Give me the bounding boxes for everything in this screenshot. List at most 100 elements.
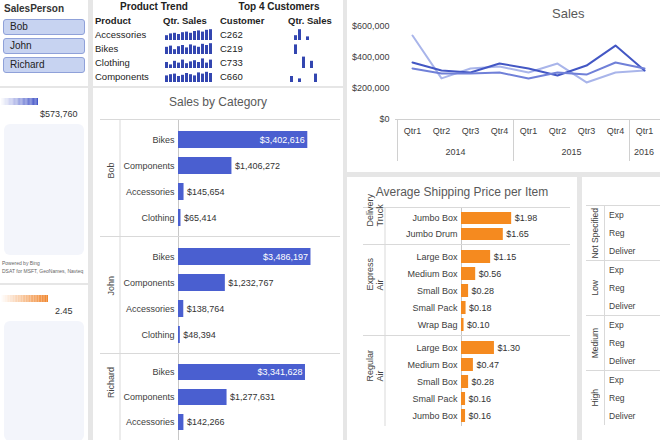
svg-text:$1.98: $1.98 [515, 213, 538, 223]
html-text:Average Shipping Price per Ite: Average Shipping Price per Item [375, 185, 549, 199]
svg-text:RegularAir: RegularAir [365, 350, 385, 382]
svg-text:Medium Box: Medium Box [407, 360, 458, 370]
html-text:C219: C219 [220, 42, 243, 54]
svg-text:Medium Box: Medium Box [407, 269, 458, 279]
html-text:Customer: Customer [220, 14, 265, 26]
svg-text:$0.10: $0.10 [467, 320, 490, 330]
svg-text:Richard: Richard [106, 367, 116, 398]
html-text:Exp: Exp [609, 210, 624, 220]
svg-text:Qtr2: Qtr2 [549, 126, 567, 136]
svg-text:Qtr4: Qtr4 [491, 126, 509, 136]
html-text:Richard: Richard [10, 59, 45, 70]
svg-text:Qtr2: Qtr2 [433, 126, 451, 136]
svg-text:Qtr1: Qtr1 [520, 126, 538, 136]
html-text:Reg: Reg [609, 228, 625, 238]
svg-text:Clothing: Clothing [141, 330, 174, 340]
svg-text:$0.18: $0.18 [469, 303, 492, 313]
svg-text:Qtr1: Qtr1 [636, 126, 654, 136]
svg-text:$3,402,616: $3,402,616 [260, 135, 305, 145]
svg-text:$48,394: $48,394 [183, 330, 216, 340]
html-text:Sales by Category: Sales by Category [169, 95, 267, 109]
html-text:2.45: 2.45 [55, 306, 73, 316]
svg-text:Small Pack: Small Pack [412, 303, 458, 313]
html-text:Deliver: Deliver [609, 246, 636, 256]
svg-text:Small Box: Small Box [417, 377, 458, 387]
svg-text:Jumbo Box: Jumbo Box [412, 411, 458, 421]
svg-text:Components: Components [123, 392, 175, 402]
html-text:Clothing: Clothing [95, 56, 130, 68]
svg-text:$0.28: $0.28 [472, 286, 495, 296]
html-text:Product: Product [95, 14, 131, 26]
html-text:Components: Components [95, 70, 149, 82]
svg-text:Large Box: Large Box [416, 252, 458, 262]
svg-text:Qtr3: Qtr3 [462, 126, 480, 136]
svg-text:$145,654: $145,654 [187, 187, 225, 197]
svg-text:$0.28: $0.28 [472, 377, 495, 387]
svg-text:Jumbo Box: Jumbo Box [412, 213, 458, 223]
svg-text:Accessories: Accessories [126, 187, 175, 197]
html-text:Top 4 Customers: Top 4 Customers [238, 1, 320, 12]
svg-text:Bikes: Bikes [152, 252, 175, 262]
svg-text:$142,266: $142,266 [187, 417, 225, 427]
svg-text:$0.16: $0.16 [469, 411, 492, 421]
svg-text:$1.65: $1.65 [506, 229, 529, 239]
html-text:C733: C733 [220, 56, 243, 68]
svg-text:DeliveryTruck: DeliveryTruck [365, 193, 385, 226]
svg-text:Small Box: Small Box [417, 286, 458, 296]
html-text:John: John [10, 40, 32, 51]
svg-text:$0.16: $0.16 [469, 394, 492, 404]
html-text:Accessories: Accessories [95, 28, 147, 40]
html-text:Medium: Medium [590, 327, 600, 359]
svg-text:$0.47: $0.47 [476, 360, 499, 370]
svg-text:$1,232,767: $1,232,767 [228, 278, 273, 288]
svg-text:$1,277,631: $1,277,631 [230, 392, 275, 402]
html-text:Sales: Sales [552, 6, 585, 21]
html-text:Bikes: Bikes [95, 42, 119, 54]
svg-text:2014: 2014 [445, 147, 465, 157]
html-text:Not Specified: Not Specified [590, 207, 600, 259]
svg-text:$3,486,197: $3,486,197 [263, 252, 308, 262]
svg-text:$65,414: $65,414 [184, 213, 217, 223]
svg-text:$138,764: $138,764 [187, 304, 225, 314]
svg-text:Qtr3: Qtr3 [578, 126, 596, 136]
svg-text:Qtr4: Qtr4 [607, 126, 625, 136]
html-text:Exp: Exp [609, 265, 624, 275]
svg-text:Components: Components [123, 161, 175, 171]
svg-text:$200,000: $200,000 [352, 83, 390, 93]
svg-text:$1.15: $1.15 [494, 252, 517, 262]
svg-text:2015: 2015 [561, 147, 581, 157]
svg-text:$3,341,628: $3,341,628 [257, 367, 302, 377]
svg-text:$1.30: $1.30 [497, 343, 520, 353]
svg-text:Accessories: Accessories [126, 304, 175, 314]
svg-text:Wrap Bag: Wrap Bag [418, 320, 458, 330]
html-text:Reg: Reg [609, 283, 625, 293]
svg-text:ExpressAir: ExpressAir [365, 257, 385, 290]
svg-text:Jumbo Drum: Jumbo Drum [406, 229, 458, 239]
svg-text:John: John [106, 276, 116, 296]
svg-text:$0: $0 [379, 114, 389, 124]
svg-text:Bob: Bob [106, 162, 116, 178]
html-text:C262: C262 [220, 28, 243, 40]
html-text:Qtr. Sales: Qtr. Sales [288, 14, 332, 26]
html-text:C660: C660 [220, 70, 243, 82]
html-text:Low: Low [590, 280, 600, 296]
svg-text:Bikes: Bikes [152, 367, 175, 377]
html-text:Product Trend: Product Trend [120, 1, 188, 12]
svg-text:Clothing: Clothing [141, 213, 174, 223]
svg-text:Bikes: Bikes [152, 135, 175, 145]
html-text:SalesPerson: SalesPerson [4, 3, 64, 14]
svg-text:$0.56: $0.56 [479, 269, 502, 279]
svg-text:$400,000: $400,000 [352, 52, 390, 62]
html-text:Deliver: Deliver [609, 301, 636, 311]
svg-text:Components: Components [123, 278, 175, 288]
svg-text:Small Pack: Small Pack [412, 394, 458, 404]
html-text:$573,760: $573,760 [40, 109, 78, 119]
svg-text:2016: 2016 [634, 147, 654, 157]
svg-text:$600,000: $600,000 [352, 21, 390, 31]
html-text:Qtr. Sales: Qtr. Sales [163, 14, 207, 26]
svg-text:Large Box: Large Box [416, 343, 458, 353]
svg-text:Accessories: Accessories [126, 417, 175, 427]
svg-text:Qtr1: Qtr1 [404, 126, 422, 136]
html-text:Bob: Bob [10, 21, 28, 32]
svg-text:$1,406,272: $1,406,272 [235, 161, 280, 171]
